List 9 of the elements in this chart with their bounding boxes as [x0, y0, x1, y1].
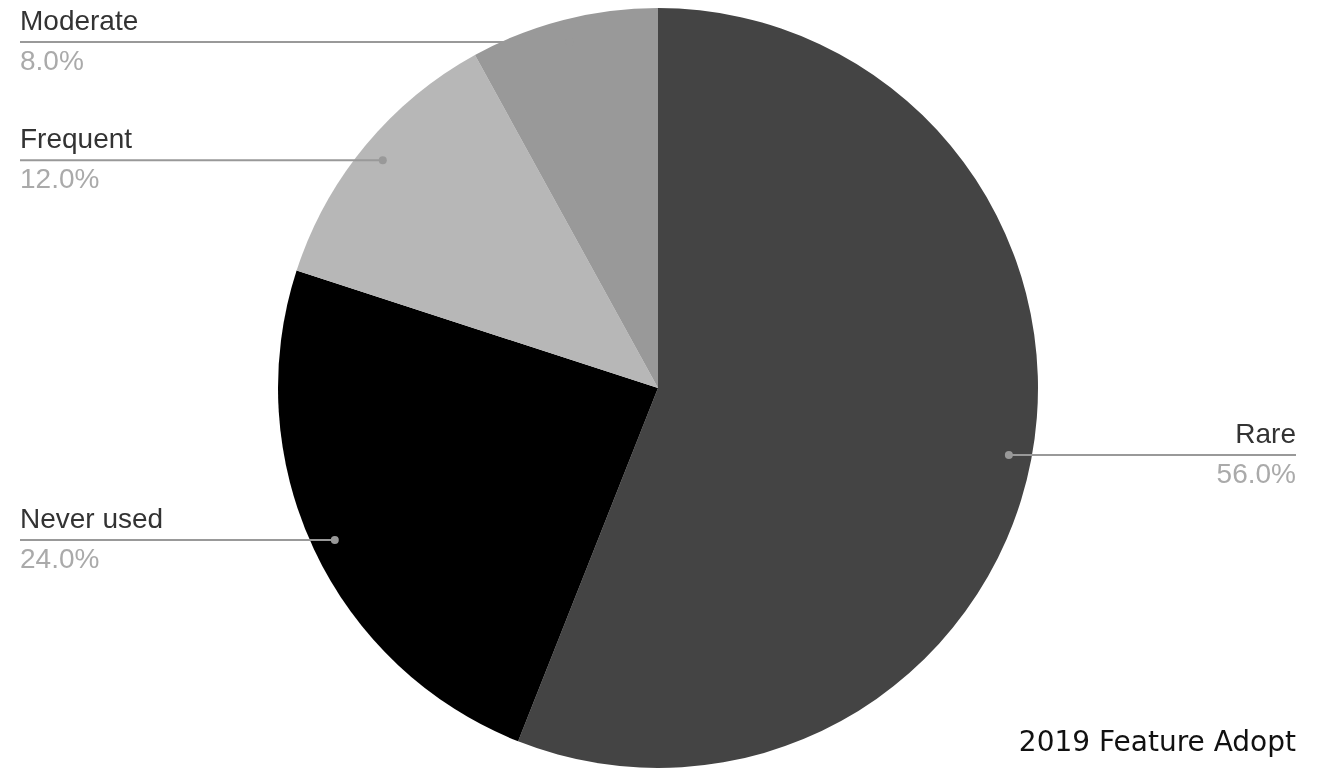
data-label: 8.0%: [20, 44, 84, 76]
slice-label: Rare: [1235, 417, 1296, 449]
slice-label: Never used: [20, 502, 164, 534]
data-label: 24.0%: [20, 542, 100, 574]
data-label: 56.0%: [1216, 457, 1296, 489]
slice-label: Moderate: [20, 4, 139, 36]
slice-label: Frequent: [20, 123, 133, 155]
data-label: 12.0%: [20, 163, 100, 195]
text: 2019 Feature Adopt: [1018, 725, 1297, 759]
